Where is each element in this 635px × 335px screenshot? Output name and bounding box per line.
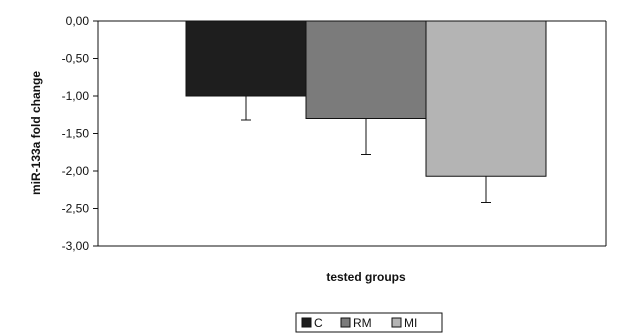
x-axis-label: tested groups xyxy=(326,270,406,284)
legend: C RM MI xyxy=(295,312,443,333)
bar-RM xyxy=(305,20,427,119)
y-tick-label: -1,50 xyxy=(62,127,90,141)
y-tick-label: -0,50 xyxy=(62,52,90,66)
y-tick-label: -1,00 xyxy=(62,89,90,103)
bar-MI xyxy=(425,20,547,177)
y-tick-label: 0,00 xyxy=(66,14,90,28)
legend-swatch-RM xyxy=(340,317,351,328)
legend-swatch-C xyxy=(301,317,312,328)
legend-swatch-MI xyxy=(391,317,402,328)
y-axis-label: miR-133a fold change xyxy=(29,71,43,195)
legend-label-MI: MI xyxy=(404,316,417,330)
bar-C xyxy=(185,20,307,97)
y-tick-label: -2,00 xyxy=(62,164,90,178)
legend-label-C: C xyxy=(314,316,323,330)
y-axis-ticks: 0,00 -0,50 -1,00 -1,50 -2,00 -2,50 -3,00 xyxy=(62,14,98,253)
legend-frame xyxy=(295,312,443,333)
y-tick-label: -2,50 xyxy=(62,202,90,216)
error-bars xyxy=(241,96,491,203)
bars xyxy=(185,20,547,177)
legend-label-RM: RM xyxy=(353,316,372,330)
y-tick-label: -3,00 xyxy=(62,239,90,253)
